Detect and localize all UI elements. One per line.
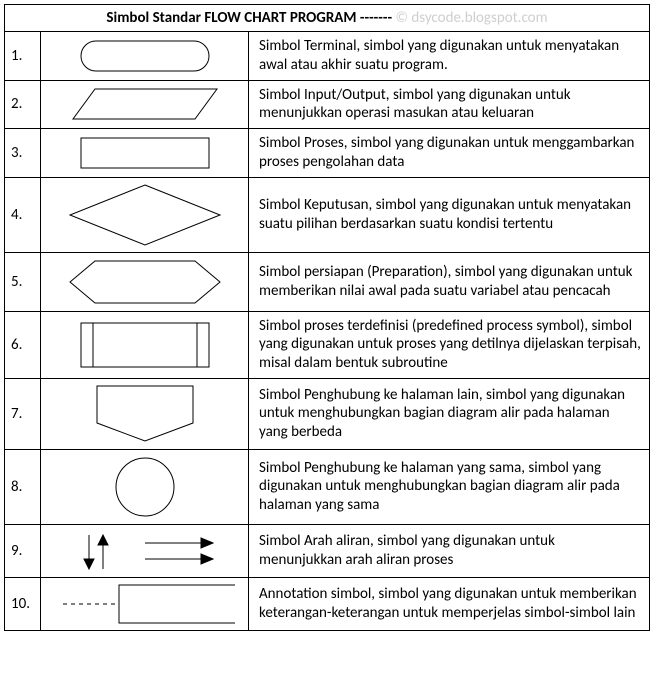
- title-row: Simbol Standar FLOW CHART PROGRAM ------…: [5, 5, 650, 32]
- process-symbol: [41, 129, 249, 178]
- row-number: 2.: [5, 80, 41, 129]
- decision-icon: [65, 182, 225, 248]
- row-description: Simbol Terminal, simbol yang digunakan u…: [249, 32, 650, 81]
- row-description: Simbol Keputusan, simbol yang digunakan …: [249, 177, 650, 252]
- row-description: Simbol persiapan (Preparation), simbol y…: [249, 252, 650, 311]
- process-icon: [75, 134, 215, 172]
- row-number: 6.: [5, 311, 41, 378]
- table-row: 10. Annotation simbol, simbol yang digun…: [5, 577, 650, 630]
- connector-icon: [110, 454, 180, 520]
- preparation-icon: [65, 257, 225, 307]
- table-row: 5. Simbol persiapan (Preparation), simbo…: [5, 252, 650, 311]
- row-number: 4.: [5, 177, 41, 252]
- row-description: Simbol proses terdefinisi (predefined pr…: [249, 311, 650, 378]
- row-description: Simbol Penghubung ke halaman yang sama, …: [249, 449, 650, 524]
- row-description: Annotation simbol, simbol yang digunakan…: [249, 577, 650, 630]
- table-title: Simbol Standar FLOW CHART PROGRAM ------…: [106, 9, 392, 27]
- row-description: Simbol Input/Output, simbol yang digunak…: [249, 80, 650, 129]
- table-row: 4. Simbol Keputusan, simbol yang digunak…: [5, 177, 650, 252]
- table-row: 7. Simbol Penghubung ke halaman lain, si…: [5, 378, 650, 449]
- flowchart-symbols-table: Simbol Standar FLOW CHART PROGRAM ------…: [4, 4, 650, 631]
- table-row: 9. Simbol Arah aliran, simbol yang digun…: [5, 524, 650, 577]
- row-number: 5.: [5, 252, 41, 311]
- row-number: 3.: [5, 129, 41, 178]
- flow-arrows-icon: [55, 529, 235, 573]
- decision-symbol: [41, 177, 249, 252]
- row-number: 1.: [5, 32, 41, 81]
- table-row: 8. Simbol Penghubung ke halaman yang sam…: [5, 449, 650, 524]
- io-symbol: [41, 80, 249, 129]
- connector-symbol: [41, 449, 249, 524]
- row-number: 10.: [5, 577, 41, 630]
- row-number: 9.: [5, 524, 41, 577]
- row-number: 7.: [5, 378, 41, 449]
- row-description: Simbol Arah aliran, simbol yang digunaka…: [249, 524, 650, 577]
- table-row: 2. Simbol Input/Output, simbol yang digu…: [5, 80, 650, 129]
- annotation-icon: [45, 582, 245, 626]
- annotation-symbol: [41, 577, 249, 630]
- table-row: 6. Simbol proses terdefinisi (predefined…: [5, 311, 650, 378]
- table-row: 3. Simbol Proses, simbol yang digunakan …: [5, 129, 650, 178]
- row-description: Simbol Penghubung ke halaman lain, simbo…: [249, 378, 650, 449]
- terminal-icon: [75, 37, 215, 75]
- offpage-connector-symbol: [41, 378, 249, 449]
- credits: © dsycode.blogspot.com: [395, 9, 547, 27]
- predefined-process-symbol: [41, 311, 249, 378]
- predefined-process-icon: [75, 319, 215, 371]
- flow-arrows-symbol: [41, 524, 249, 577]
- offpage-connector-icon: [90, 383, 200, 445]
- io-icon: [65, 85, 225, 123]
- terminal-symbol: [41, 32, 249, 81]
- row-number: 8.: [5, 449, 41, 524]
- preparation-symbol: [41, 252, 249, 311]
- table-row: 1. Simbol Terminal, simbol yang digunaka…: [5, 32, 650, 81]
- row-description: Simbol Proses, simbol yang digunakan unt…: [249, 129, 650, 178]
